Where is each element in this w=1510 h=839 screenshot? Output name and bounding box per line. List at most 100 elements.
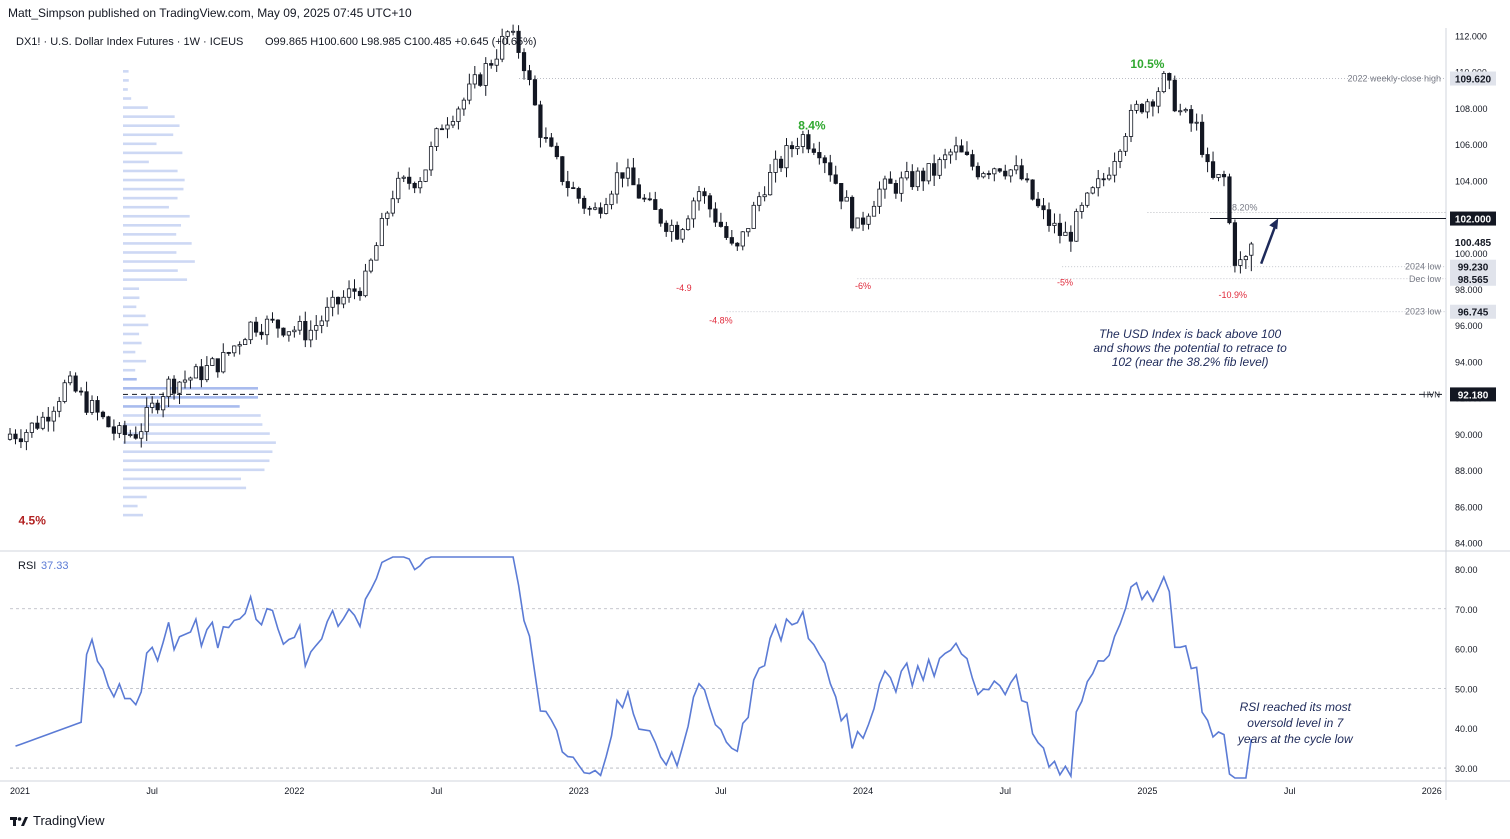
candle-body [1145, 101, 1150, 113]
candle-body [986, 173, 991, 175]
price-chart[interactable]: 84.00086.00088.00090.00092.00094.00096.0… [0, 0, 1510, 808]
candle-body [696, 191, 702, 202]
last-price-badge-bg [1450, 234, 1496, 249]
rsi-line [15, 556, 1253, 779]
candle-body [642, 197, 647, 200]
target-badge: 102.000 [1455, 215, 1492, 226]
candle-body [735, 242, 740, 247]
time-tick-label: Jul [999, 786, 1011, 796]
volume-profile-bar [123, 124, 180, 127]
candle-body [106, 416, 111, 428]
candle-body [1107, 174, 1112, 180]
volume-profile-bar [123, 88, 128, 91]
candle-body [926, 163, 931, 182]
rsi-comment: RSI reached its most [1240, 700, 1352, 714]
candle-body [603, 204, 609, 214]
price-tick-label: 112.000 [1455, 31, 1487, 41]
candle-body [13, 433, 18, 440]
candle-body [374, 245, 379, 261]
candle-body [259, 331, 264, 336]
volume-profile-bar [123, 504, 138, 508]
candle-body [685, 218, 691, 231]
candle-body [193, 366, 199, 379]
volume-profile-bar [123, 432, 270, 435]
candle-body [1178, 110, 1183, 113]
candle-body [319, 320, 324, 326]
price-tick-label: 84.000 [1455, 539, 1483, 549]
candle-body [478, 74, 483, 86]
candle-body [937, 159, 942, 176]
candle-body [1090, 187, 1095, 194]
candle-body [226, 352, 231, 354]
move-annotation: 8.4% [798, 119, 826, 133]
candle-body [877, 188, 882, 207]
candle-body [385, 212, 390, 219]
candle-body [746, 228, 751, 233]
candle-body [691, 200, 696, 220]
candle-body [773, 158, 778, 173]
volume-profile-bar [123, 477, 241, 481]
volume-profile-bar [123, 332, 140, 336]
candle-body [303, 321, 308, 341]
candle-body [1194, 121, 1199, 124]
candle-body [582, 197, 587, 209]
volume-profile-bar [123, 160, 149, 164]
candle-body [412, 182, 417, 189]
candle-body [850, 196, 855, 229]
candle-body [778, 158, 784, 169]
candle-body [150, 402, 155, 408]
volume-profile-bar [123, 495, 147, 499]
time-tick-label: Jul [431, 786, 443, 796]
candle-body [1079, 204, 1084, 212]
candle-body [664, 222, 669, 232]
candle-body [942, 154, 948, 161]
candle-body [1019, 165, 1024, 180]
time-tick-label: 2022 [284, 786, 304, 796]
rsi-comment: years at the cycle low [1237, 732, 1354, 746]
candle-body [188, 377, 193, 381]
candle-body [975, 165, 981, 178]
candle-body [1200, 121, 1205, 155]
candle-body [768, 172, 773, 196]
candle-body [844, 196, 849, 202]
volume-profile-bar [123, 359, 147, 363]
volume-profile-bar [123, 486, 247, 490]
price-comment: The USD Index is back above 100 [1099, 327, 1281, 341]
candle-body [352, 288, 357, 292]
candle-body [915, 170, 920, 188]
candle-body [171, 378, 177, 394]
rsi-title: RSI [18, 560, 36, 572]
volume-profile-bar [123, 133, 174, 137]
hvn-badge-bg [1450, 387, 1496, 402]
candle-body [839, 183, 844, 202]
price-tick-label: 100.000 [1455, 249, 1488, 259]
volume-profile-bar [123, 251, 177, 254]
candle-body [729, 237, 734, 244]
candle-body [675, 224, 680, 240]
volume-profile-bar [123, 269, 178, 272]
candle-body [1096, 178, 1101, 189]
volume-profile-bar [123, 396, 258, 399]
candle-body [1221, 174, 1227, 178]
candle-body [1063, 231, 1068, 236]
candle-body [658, 209, 663, 224]
candle-body [1238, 259, 1243, 266]
candle-body [166, 378, 171, 398]
candle-body [7, 433, 13, 440]
candle-body [932, 163, 937, 176]
candle-body [248, 321, 253, 341]
candle-body [1167, 73, 1172, 81]
candle-body [997, 168, 1002, 172]
ohlc-values: O99.865 H100.600 L98.985 C100.485 +0.645… [265, 36, 537, 48]
candle-body [46, 416, 51, 422]
last-price-badge: 100.485 [1455, 238, 1492, 249]
candle-body [1057, 222, 1063, 236]
time-tick-label: 2025 [1137, 786, 1157, 796]
volume-profile-bar [123, 405, 240, 408]
candle-body [84, 391, 89, 413]
candle-body [155, 402, 160, 411]
tradingview-footer[interactable]: TradingView [10, 813, 105, 828]
candle-body [308, 329, 313, 341]
candle-body [1041, 205, 1046, 211]
volume-profile-bar [123, 423, 263, 426]
